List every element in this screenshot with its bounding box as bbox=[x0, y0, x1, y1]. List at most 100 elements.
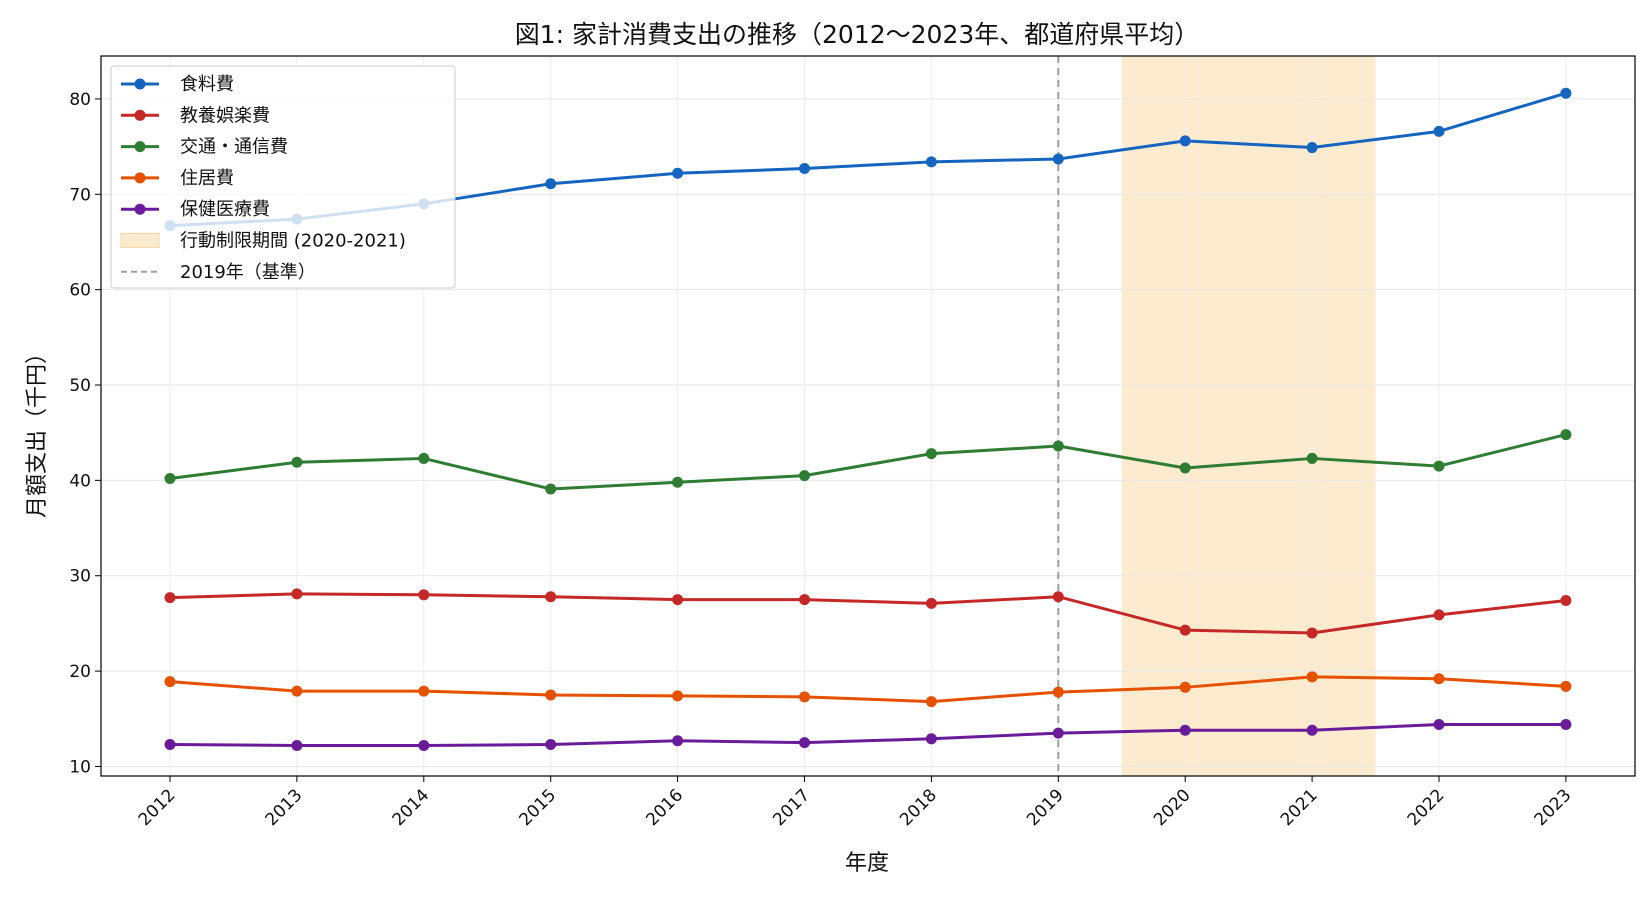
y-tick-label: 20 bbox=[69, 662, 91, 682]
data-point bbox=[545, 689, 557, 701]
legend-marker bbox=[134, 172, 146, 184]
legend-label: 教養娯楽費 bbox=[180, 105, 270, 126]
legend-marker bbox=[134, 141, 146, 153]
legend-label: 行動制限期間 (2020-2021) bbox=[180, 231, 406, 252]
legend-item: 交通・通信費 bbox=[121, 137, 288, 158]
data-point bbox=[799, 163, 810, 175]
data-point bbox=[799, 691, 810, 703]
data-point bbox=[1433, 719, 1445, 731]
data-point bbox=[799, 737, 810, 749]
data-point bbox=[418, 739, 430, 751]
y-axis-label: 月額支出（千円） bbox=[25, 342, 50, 518]
y-tick-label: 30 bbox=[69, 567, 91, 587]
data-point bbox=[545, 739, 557, 751]
plot-frame bbox=[100, 55, 1636, 777]
data-point bbox=[1179, 135, 1191, 147]
data-point bbox=[672, 476, 684, 488]
legend-item-shaded: 行動制限期間 (2020-2021) bbox=[120, 231, 406, 252]
y-tick-label: 50 bbox=[69, 376, 91, 396]
legend-swatch bbox=[120, 233, 160, 248]
data-point bbox=[164, 592, 176, 604]
data-point bbox=[1433, 609, 1445, 621]
data-point bbox=[925, 696, 937, 708]
data-point bbox=[1306, 627, 1318, 639]
legend-item: 教養娯楽費 bbox=[121, 105, 270, 126]
legend-label: 住居費 bbox=[180, 168, 234, 189]
data-point bbox=[672, 690, 684, 702]
data-point bbox=[1179, 724, 1191, 736]
data-point bbox=[291, 456, 303, 468]
data-point bbox=[1179, 624, 1191, 636]
data-point bbox=[1560, 719, 1572, 731]
data-point bbox=[164, 739, 176, 751]
legend-label: 保健医療費 bbox=[180, 199, 270, 220]
data-point bbox=[1433, 673, 1445, 685]
data-point bbox=[925, 597, 937, 609]
data-point bbox=[418, 452, 430, 464]
data-point bbox=[1052, 440, 1064, 452]
data-point bbox=[1052, 686, 1064, 698]
legend-marker bbox=[134, 203, 146, 215]
legend-label: 2019年（基準） bbox=[180, 262, 316, 283]
y-tick-label: 10 bbox=[69, 757, 91, 777]
data-point bbox=[164, 472, 176, 484]
legend-item: 食料費 bbox=[121, 74, 234, 95]
legend-label: 交通・通信費 bbox=[180, 137, 288, 158]
y-tick-label: 60 bbox=[69, 281, 91, 301]
chart-title: 図1: 家計消費支出の推移（2012〜2023年、都道府県平均） bbox=[515, 20, 1200, 49]
data-point bbox=[545, 178, 557, 190]
data-point bbox=[1306, 142, 1318, 154]
data-point bbox=[1560, 87, 1572, 99]
data-point bbox=[1433, 125, 1445, 137]
series-line bbox=[168, 592, 1568, 635]
data-point bbox=[672, 735, 684, 747]
legend-item: 保健医療費 bbox=[121, 199, 270, 220]
y-tick-label: 40 bbox=[69, 471, 91, 491]
legend-item: 住居費 bbox=[121, 168, 234, 189]
y-tick-label: 80 bbox=[69, 90, 91, 110]
data-point bbox=[1179, 462, 1191, 474]
legend-item-reference: 2019年（基準） bbox=[121, 262, 316, 283]
series-line bbox=[168, 675, 1568, 704]
data-point bbox=[545, 591, 557, 603]
series-4 bbox=[164, 671, 1572, 708]
data-point bbox=[925, 448, 937, 460]
data-point bbox=[1052, 727, 1064, 739]
series-5 bbox=[164, 719, 1572, 751]
legend-marker bbox=[134, 78, 146, 90]
x-axis-label: 年度 bbox=[845, 851, 889, 876]
data-point bbox=[545, 483, 557, 495]
data-point bbox=[1306, 671, 1318, 683]
data-point bbox=[291, 588, 303, 600]
data-point bbox=[291, 739, 303, 751]
data-point bbox=[418, 685, 430, 697]
shaded-region bbox=[1121, 56, 1376, 776]
gridlines bbox=[101, 56, 1635, 776]
data-point bbox=[672, 594, 684, 606]
series-line bbox=[168, 433, 1568, 491]
data-point bbox=[1433, 460, 1445, 472]
data-point bbox=[1560, 680, 1572, 692]
series-2 bbox=[164, 588, 1572, 639]
y-tick-label: 70 bbox=[69, 185, 91, 205]
data-point bbox=[1306, 724, 1318, 736]
legend-label: 食料費 bbox=[180, 74, 234, 95]
data-point bbox=[291, 685, 303, 697]
data-point bbox=[1052, 591, 1064, 603]
legend-box bbox=[110, 65, 456, 289]
data-point bbox=[1306, 452, 1318, 464]
data-point bbox=[1052, 153, 1064, 165]
data-point bbox=[1560, 429, 1572, 441]
data-point bbox=[799, 470, 810, 482]
data-point bbox=[799, 594, 810, 606]
data-point bbox=[164, 676, 176, 688]
series-line bbox=[168, 723, 1568, 747]
series-3 bbox=[164, 429, 1572, 495]
data-point bbox=[925, 733, 937, 745]
legend-marker bbox=[134, 109, 146, 121]
data-point bbox=[418, 589, 430, 601]
